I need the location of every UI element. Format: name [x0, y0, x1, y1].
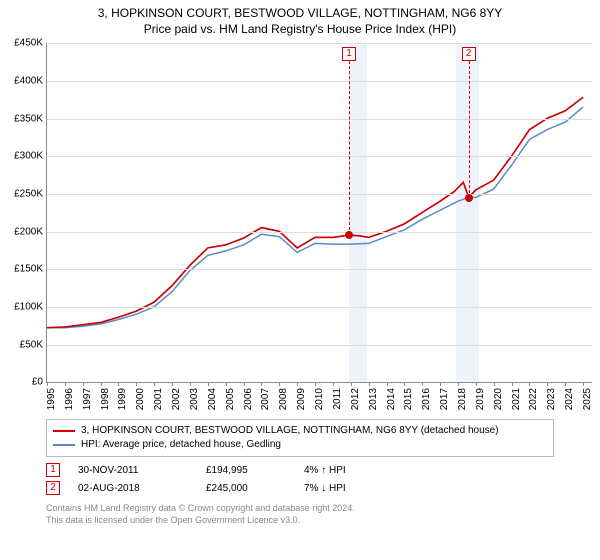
legend-item: 3, HOPKINSON COURT, BESTWOOD VILLAGE, NO… [53, 424, 547, 438]
sale-row: 1 30-NOV-2011 £194,995 4% ↑ HPI [46, 461, 554, 479]
x-tick [190, 382, 191, 386]
legend-label: 3, HOPKINSON COURT, BESTWOOD VILLAGE, NO… [81, 424, 499, 438]
series-line-hpi [47, 107, 583, 328]
series-line-price_paid [47, 97, 583, 328]
x-tick [208, 382, 209, 386]
x-tick [154, 382, 155, 386]
title-line-1: 3, HOPKINSON COURT, BESTWOOD VILLAGE, NO… [10, 6, 590, 22]
gridline-h [47, 269, 592, 270]
sale-price: £245,000 [206, 483, 286, 494]
legend-swatch [53, 444, 75, 446]
x-tick [529, 382, 530, 386]
x-tick [583, 382, 584, 386]
x-tick [547, 382, 548, 386]
x-tick [351, 382, 352, 386]
legend-box: 3, HOPKINSON COURT, BESTWOOD VILLAGE, NO… [46, 419, 554, 457]
sales-table: 1 30-NOV-2011 £194,995 4% ↑ HPI 2 02-AUG-2018… [46, 461, 554, 497]
y-axis-label: £100K [14, 301, 43, 312]
sale-row: 2 02-AUG-2018 £245,000 7% ↓ HPI [46, 479, 554, 497]
chart-title-block: 3, HOPKINSON COURT, BESTWOOD VILLAGE, NO… [0, 0, 600, 39]
x-tick [279, 382, 280, 386]
sale-price: £194,995 [206, 465, 286, 476]
legend-item: HPI: Average price, detached house, Gedl… [53, 438, 547, 452]
x-tick [404, 382, 405, 386]
y-axis-label: £400K [14, 75, 43, 86]
series-line-price-paid-top [47, 97, 583, 328]
y-axis-label: £450K [14, 38, 43, 49]
marker-dot [345, 231, 353, 239]
legend-label: HPI: Average price, detached house, Gedl… [81, 438, 281, 452]
x-tick [136, 382, 137, 386]
sale-marker-badge: 2 [46, 481, 60, 495]
x-tick [422, 382, 423, 386]
gridline-h [47, 345, 592, 346]
y-axis-label: £0 [32, 377, 43, 388]
x-tick [369, 382, 370, 386]
x-tick [476, 382, 477, 386]
y-axis-label: £350K [14, 113, 43, 124]
footer-line-2: This data is licensed under the Open Gov… [46, 515, 554, 527]
x-tick [512, 382, 513, 386]
x-tick [494, 382, 495, 386]
sale-date: 30-NOV-2011 [78, 465, 188, 476]
marker-line [349, 61, 350, 235]
x-tick [65, 382, 66, 386]
marker-dot [465, 194, 473, 202]
x-tick [333, 382, 334, 386]
y-axis-label: £50K [20, 339, 43, 350]
y-axis-label: £250K [14, 188, 43, 199]
footer-attribution: Contains HM Land Registry data © Crown c… [46, 503, 554, 526]
x-tick [565, 382, 566, 386]
x-tick [118, 382, 119, 386]
x-tick [440, 382, 441, 386]
y-axis-label: £200K [14, 226, 43, 237]
x-tick [261, 382, 262, 386]
x-tick [244, 382, 245, 386]
gridline-h [47, 307, 592, 308]
gridline-h [47, 156, 592, 157]
x-tick [101, 382, 102, 386]
sale-date: 02-AUG-2018 [78, 483, 188, 494]
sale-delta-vs-hpi: 4% ↑ HPI [304, 465, 346, 476]
y-axis-label: £300K [14, 151, 43, 162]
x-tick [83, 382, 84, 386]
footer-line-1: Contains HM Land Registry data © Crown c… [46, 503, 554, 515]
x-tick [297, 382, 298, 386]
marker-line [469, 61, 470, 197]
gridline-h [47, 194, 592, 195]
legend-swatch [53, 430, 75, 432]
marker-badge: 2 [462, 47, 476, 61]
x-axis-label: 2025 [582, 388, 600, 410]
x-tick [458, 382, 459, 386]
chart-area: £0£50K£100K£150K£200K£250K£300K£350K£400… [46, 43, 592, 413]
x-tick [315, 382, 316, 386]
marker-badge: 1 [342, 47, 356, 61]
gridline-h [47, 81, 592, 82]
x-tick [387, 382, 388, 386]
title-line-2: Price paid vs. HM Land Registry's House … [10, 22, 590, 38]
x-tick [226, 382, 227, 386]
sale-delta-vs-hpi: 7% ↓ HPI [304, 483, 346, 494]
plot-region: £0£50K£100K£150K£200K£250K£300K£350K£400… [46, 43, 592, 383]
gridline-h [47, 43, 592, 44]
x-tick [47, 382, 48, 386]
x-tick [172, 382, 173, 386]
gridline-h [47, 232, 592, 233]
gridline-h [47, 119, 592, 120]
line-layer [47, 43, 592, 382]
sale-marker-badge: 1 [46, 463, 60, 477]
y-axis-label: £150K [14, 264, 43, 275]
